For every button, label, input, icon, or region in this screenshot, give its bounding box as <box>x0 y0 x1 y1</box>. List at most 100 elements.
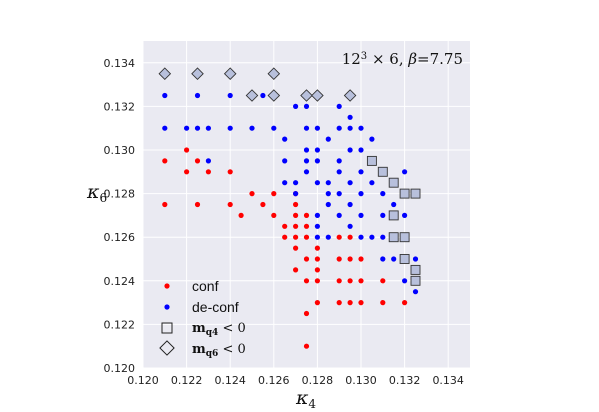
legend-marker-square <box>161 322 173 334</box>
x-tick-label: 0.132 <box>389 374 421 387</box>
y-tick-labels: 0.120 0.122 0.124 0.126 0.128 0.130 0.132 0.134 <box>104 57 136 375</box>
conf-point <box>194 158 201 164</box>
mq6-negative-marker <box>223 67 237 80</box>
mq4-negative-marker <box>388 210 399 221</box>
de-conf-point <box>282 136 288 142</box>
mq4-negative-marker <box>399 232 410 243</box>
de-conf-point <box>184 125 190 131</box>
de-conf-point <box>205 158 211 164</box>
mq6-negative-marker <box>300 89 313 102</box>
de-conf-point <box>293 180 299 186</box>
de-conf-point <box>336 212 342 218</box>
legend-marker-conf <box>164 283 170 289</box>
de-conf-point <box>402 278 408 284</box>
mq4-negative-marker <box>410 188 421 199</box>
conf-point <box>162 158 168 164</box>
conf-point <box>260 201 266 208</box>
conf-point <box>303 256 310 262</box>
mq4-negative-marker <box>377 166 388 177</box>
conf-point <box>314 256 320 262</box>
de-conf-point <box>293 191 299 197</box>
conf-point <box>293 234 299 240</box>
legend-label-mq4: mq4 < 0 <box>192 321 246 338</box>
conf-point <box>347 256 353 262</box>
de-conf-point <box>314 125 320 131</box>
de-conf-point <box>282 158 288 164</box>
conf-point <box>303 278 310 284</box>
de-conf-point <box>391 256 397 262</box>
legend-label-de-conf: de-conf <box>192 299 239 315</box>
de-conf-point <box>380 191 386 197</box>
de-conf-point <box>347 114 353 120</box>
conf-point <box>271 191 277 197</box>
de-conf-point <box>314 158 320 164</box>
conf-point <box>303 212 310 218</box>
de-conf-point <box>391 201 397 208</box>
conf-point <box>293 245 299 251</box>
mq4-negative-marker <box>410 275 421 286</box>
y-tick-label: 0.124 <box>104 275 136 288</box>
de-conf-point <box>314 212 320 218</box>
de-conf-point <box>303 158 310 164</box>
conf-point <box>303 234 310 240</box>
mq4-negative-marker <box>366 155 377 166</box>
conf-point <box>184 147 190 153</box>
mq6-negative-marker <box>267 67 281 80</box>
conf-point <box>303 310 310 317</box>
y-tick-label: 0.132 <box>104 100 136 113</box>
conf-point <box>303 343 310 349</box>
de-conf-point <box>347 180 353 186</box>
conf-point <box>336 300 342 306</box>
de-conf-point <box>369 234 375 240</box>
legend-label-conf: conf <box>192 278 219 294</box>
conf-point <box>271 212 277 218</box>
x-tick-label: 0.130 <box>345 374 377 387</box>
conf-point <box>227 201 233 208</box>
de-conf-point <box>325 180 331 186</box>
mq6-negative-marker <box>343 89 357 102</box>
mq4-negative-marker <box>399 188 410 199</box>
x-tick-labels: 0.120 0.122 0.124 0.126 0.128 0.130 0.132 0.134 <box>127 374 464 387</box>
conf-point <box>249 191 255 197</box>
conf-point <box>358 300 364 306</box>
legend-marker-diamond <box>159 340 175 356</box>
de-conf-point <box>205 125 211 131</box>
mq4-negative-marker <box>388 177 399 188</box>
mq4-negative-marker <box>399 254 410 264</box>
x-tick-label: 0.120 <box>127 374 159 387</box>
mq6-negative-marker <box>191 67 204 80</box>
de-conf-point <box>380 256 386 262</box>
de-conf-point <box>227 92 233 99</box>
conf-point <box>293 267 299 273</box>
conf-point <box>380 278 386 284</box>
de-conf-point <box>194 125 201 131</box>
mq6-negative-marker <box>158 67 172 80</box>
conf-point <box>314 300 320 306</box>
de-conf-point <box>325 201 331 208</box>
de-conf-point <box>249 125 255 131</box>
de-conf-point <box>347 125 353 131</box>
de-conf-point <box>282 180 288 186</box>
mq6-negative-marker <box>245 89 259 102</box>
de-conf-point <box>347 223 353 229</box>
de-conf-point <box>336 158 342 164</box>
y-tick-label: 0.128 <box>104 188 136 201</box>
legend-marker-de-conf <box>164 304 170 310</box>
y-tick-label: 0.134 <box>104 57 136 70</box>
de-conf-point <box>293 103 299 109</box>
y-tick-label: 0.122 <box>104 318 136 331</box>
de-conf-point <box>358 191 364 197</box>
y-tick-label: 0.120 <box>104 362 136 375</box>
conf-point <box>402 300 408 306</box>
annotation-title: 123 × 6, β=7.75 <box>342 50 463 68</box>
conf-point <box>293 212 299 218</box>
de-conf-point <box>358 147 364 153</box>
de-conf-point <box>314 234 320 240</box>
de-conf-point <box>402 212 408 218</box>
conf-point <box>293 223 299 229</box>
de-conf-point <box>358 212 364 218</box>
y-axis-label: κ6 <box>86 181 107 205</box>
de-conf-point <box>369 136 375 142</box>
de-conf-point <box>303 169 310 175</box>
